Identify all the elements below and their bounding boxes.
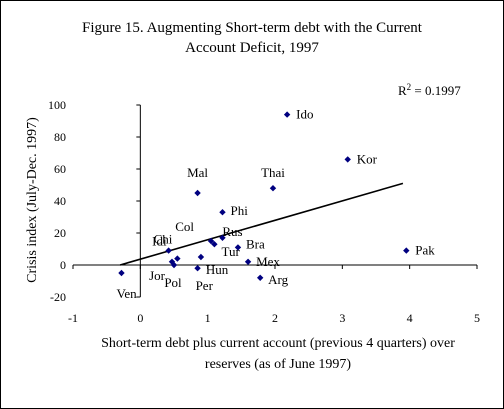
x-tick-label: -1	[68, 311, 78, 325]
data-point-arg	[256, 274, 264, 281]
point-label-hun: Hun	[206, 262, 229, 277]
point-label-ido: Ido	[296, 107, 313, 122]
x-axis-label-line1: Short-term debt plus current account (pr…	[101, 336, 455, 351]
point-label-col: Col	[175, 219, 194, 234]
x-tick-label: 1	[205, 311, 211, 325]
point-label-tur: Tur	[221, 244, 240, 259]
x-tick-label: 0	[137, 311, 143, 325]
x-axis-label-line2: reserves (as of June 1997)	[205, 357, 352, 372]
point-label-rus: Rus	[222, 224, 242, 239]
chart-title-line2: Account Deficit, 1997	[185, 40, 319, 56]
point-label-arg: Arg	[268, 272, 288, 287]
data-point-ven	[118, 269, 125, 277]
r-squared-label: R2 = 0.1997	[398, 82, 461, 98]
data-point-bra	[234, 244, 242, 251]
data-point-tur	[219, 234, 226, 241]
y-tick-label: 80	[54, 130, 66, 144]
point-label-bra: Bra	[246, 236, 265, 251]
data-point-thai	[269, 185, 277, 192]
data-point-hun	[197, 253, 205, 261]
y-tick-label: 100	[48, 98, 66, 112]
data-point-pak	[403, 247, 410, 254]
data-point-phi	[219, 209, 226, 216]
point-label-ven: Ven	[116, 286, 137, 301]
data-point-chi	[174, 255, 181, 262]
point-label-phi: Phi	[230, 203, 248, 218]
data-points	[118, 111, 410, 281]
point-label-pak: Pak	[415, 243, 435, 258]
y-tick-label: 40	[54, 194, 66, 208]
data-point-per	[194, 265, 201, 272]
point-label-mal: Mal	[187, 165, 208, 180]
y-tick-label: -20	[50, 290, 66, 304]
data-point-mex	[244, 258, 252, 265]
point-label-jor: Jor	[149, 268, 166, 283]
data-point-idi	[165, 247, 172, 254]
point-label-idi: Idi	[152, 234, 167, 249]
point-label-chi: Chi	[154, 232, 173, 247]
point-label-thai: Thai	[261, 165, 285, 180]
trendline	[119, 182, 404, 266]
chart-axes	[72, 104, 478, 298]
y-tick-label: 60	[54, 162, 66, 176]
tick-labels: -1 0 1 2 3 4 5 -20 0 20 40 60 80 100	[48, 98, 480, 325]
y-tick-label: 20	[54, 226, 66, 240]
data-point-rus	[211, 241, 218, 248]
chart-title-line1: Figure 15. Augmenting Short-term debt wi…	[82, 20, 422, 36]
x-tick-label: 3	[339, 311, 345, 325]
point-label-per: Per	[196, 278, 214, 293]
point-label-mex: Mex	[256, 254, 280, 269]
x-tick-label: 2	[272, 311, 278, 325]
x-tick-label: 4	[407, 311, 413, 325]
y-axis-label: Crisis index (July-Dec. 1997)	[25, 117, 40, 283]
data-point-pol	[170, 261, 178, 269]
data-point-mal	[194, 189, 201, 197]
data-point-col	[207, 237, 215, 245]
point-label-kor: Kor	[357, 151, 378, 166]
y-tick-label: 0	[60, 258, 66, 272]
point-label-pol: Pol	[164, 275, 182, 290]
data-point-ido	[283, 111, 291, 118]
data-point-jor	[168, 258, 176, 265]
x-tick-label: 5	[474, 311, 480, 325]
data-point-kor	[344, 156, 351, 163]
